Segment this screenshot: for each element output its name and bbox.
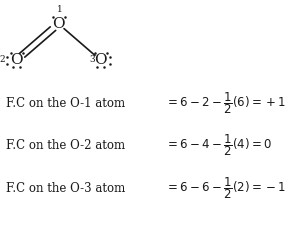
Text: $= 6-2-\dfrac{1}{2}(6) = +1$: $= 6-2-\dfrac{1}{2}(6) = +1$ [164, 90, 286, 116]
Text: $= 6-6-\dfrac{1}{2}(2) = -1$: $= 6-6-\dfrac{1}{2}(2) = -1$ [165, 175, 286, 201]
Text: O: O [52, 17, 65, 31]
Text: 3: 3 [89, 54, 95, 64]
Text: F.C on the O-3 atom: F.C on the O-3 atom [6, 182, 129, 195]
Text: F.C on the O-1 atom: F.C on the O-1 atom [6, 97, 129, 110]
Text: 1: 1 [57, 5, 63, 14]
Text: O: O [10, 53, 23, 67]
Text: $= 6-4-\dfrac{1}{2}(4) = 0$: $= 6-4-\dfrac{1}{2}(4) = 0$ [164, 132, 272, 158]
Text: F.C on the O-2 atom: F.C on the O-2 atom [6, 139, 129, 152]
Text: O: O [94, 53, 107, 67]
Text: 2: 2 [0, 54, 5, 64]
